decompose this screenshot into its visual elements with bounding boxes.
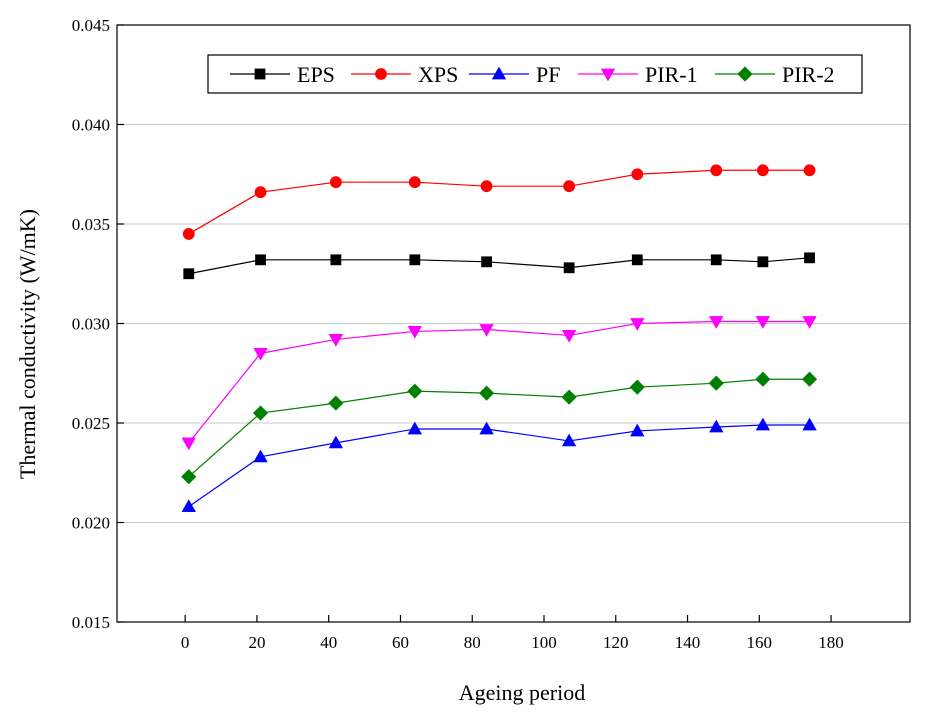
data-point-xps bbox=[631, 168, 644, 181]
legend-swatch-marker bbox=[737, 66, 753, 82]
x-tick-label: 120 bbox=[603, 633, 629, 652]
data-point-xps bbox=[480, 180, 493, 193]
data-point-pir-1 bbox=[479, 324, 494, 337]
data-point-pir-2 bbox=[629, 379, 645, 395]
x-tick-label: 140 bbox=[675, 633, 701, 652]
y-tick-label: 0.040 bbox=[72, 116, 110, 135]
data-point-xps bbox=[254, 186, 267, 199]
data-point-pir-1 bbox=[802, 316, 817, 329]
series-line-xps bbox=[188, 169, 810, 235]
data-point-pf bbox=[709, 419, 724, 433]
legend-swatch-marker bbox=[375, 68, 387, 80]
data-point-pir-1 bbox=[561, 330, 577, 343]
series-line-pf bbox=[188, 424, 810, 508]
data-point-pf bbox=[328, 435, 344, 449]
series-line-pir-2 bbox=[188, 378, 810, 478]
axis-ticks: 0.015 0.020 0.025 0.030 0.035 0.040 0.045 0 20 40… bbox=[72, 16, 844, 652]
x-tick-label: 80 bbox=[464, 633, 481, 652]
legend-item-xps: XPS bbox=[351, 62, 458, 87]
data-point-eps bbox=[183, 268, 195, 280]
y-tick-label: 0.020 bbox=[72, 514, 110, 533]
series-eps bbox=[183, 252, 815, 280]
data-point-pir-2 bbox=[755, 371, 771, 387]
data-point-pir-2 bbox=[328, 395, 344, 411]
data-point-eps bbox=[804, 252, 815, 264]
x-tick-label: 60 bbox=[392, 633, 409, 652]
data-point-pir-1 bbox=[181, 437, 196, 451]
legend-item-eps: EPS bbox=[230, 62, 335, 87]
legend-label: PIR-1 bbox=[645, 62, 698, 87]
y-tick-label: 0.035 bbox=[72, 215, 110, 234]
series-line-eps bbox=[188, 257, 810, 275]
data-point-pf bbox=[561, 433, 577, 447]
data-point-xps bbox=[563, 180, 576, 193]
data-point-pf bbox=[253, 449, 268, 463]
data-point-eps bbox=[255, 254, 266, 266]
x-tick-label: 0 bbox=[181, 633, 190, 652]
legend-label: PF bbox=[536, 62, 560, 87]
data-point-pf bbox=[181, 499, 196, 512]
data-point-eps bbox=[757, 256, 769, 268]
data-point-pir-2 bbox=[561, 389, 577, 405]
data-point-pir-1 bbox=[630, 318, 645, 331]
data-point-eps bbox=[330, 254, 342, 266]
data-point-pf bbox=[479, 421, 494, 435]
data-point-pir-1 bbox=[755, 316, 771, 329]
series-layer bbox=[181, 164, 818, 512]
y-tick-label: 0.025 bbox=[72, 414, 110, 433]
y-tick-label: 0.015 bbox=[72, 613, 110, 632]
data-point-eps bbox=[631, 254, 643, 266]
x-tick-label: 20 bbox=[248, 633, 265, 652]
legend-item-pir-2: PIR-2 bbox=[715, 62, 835, 87]
data-point-pir-1 bbox=[253, 347, 268, 361]
data-point-xps bbox=[329, 176, 342, 189]
legend-label: PIR-2 bbox=[782, 62, 835, 87]
data-point-pf bbox=[802, 417, 817, 431]
grid-lines bbox=[117, 124, 910, 523]
legend-item-pf: PF bbox=[469, 62, 560, 87]
data-point-pir-2 bbox=[407, 383, 423, 399]
data-point-pir-2 bbox=[801, 371, 818, 387]
legend: EPS XPS PF PIR-1 PIR-2 bbox=[207, 54, 863, 94]
data-point-pf bbox=[407, 421, 423, 435]
data-point-pir-1 bbox=[328, 334, 344, 347]
data-point-xps bbox=[408, 176, 421, 189]
data-point-pir-2 bbox=[479, 385, 495, 401]
legend-swatch-marker bbox=[254, 68, 266, 80]
y-tick-label: 0.030 bbox=[72, 315, 110, 334]
data-point-pf bbox=[630, 423, 645, 437]
data-point-xps bbox=[756, 164, 769, 177]
data-point-eps bbox=[710, 254, 722, 266]
data-point-xps bbox=[803, 164, 816, 177]
data-point-eps bbox=[481, 256, 492, 268]
series-xps bbox=[182, 164, 816, 240]
legend-label: EPS bbox=[297, 62, 335, 87]
data-point-pir-1 bbox=[709, 316, 724, 329]
series-pir-2 bbox=[181, 371, 818, 485]
data-point-xps bbox=[182, 228, 195, 240]
data-point-pir-2 bbox=[252, 405, 269, 421]
data-point-eps bbox=[409, 254, 421, 266]
legend-item-pir-1: PIR-1 bbox=[578, 62, 698, 87]
data-point-eps bbox=[563, 262, 575, 274]
series-line-pir-1 bbox=[188, 320, 810, 444]
legend-swatch-marker bbox=[600, 68, 616, 82]
y-tick-label: 0.045 bbox=[72, 16, 110, 35]
x-axis-title: Ageing period bbox=[459, 680, 585, 705]
data-point-xps bbox=[710, 164, 723, 177]
series-pf bbox=[181, 417, 817, 512]
legend-swatch-marker bbox=[491, 66, 507, 80]
x-tick-label: 100 bbox=[531, 633, 557, 652]
legend-label: XPS bbox=[418, 62, 458, 87]
data-point-pir-2 bbox=[181, 469, 197, 485]
y-axis-title: Thermal conductivity (W/mK) bbox=[15, 209, 40, 479]
series-pir-1 bbox=[181, 316, 817, 451]
x-tick-label: 40 bbox=[320, 633, 337, 652]
x-tick-label: 180 bbox=[818, 633, 844, 652]
x-tick-label: 160 bbox=[747, 633, 773, 652]
data-point-pf bbox=[755, 417, 771, 431]
data-point-pir-1 bbox=[407, 326, 423, 339]
data-point-pir-2 bbox=[708, 375, 724, 391]
